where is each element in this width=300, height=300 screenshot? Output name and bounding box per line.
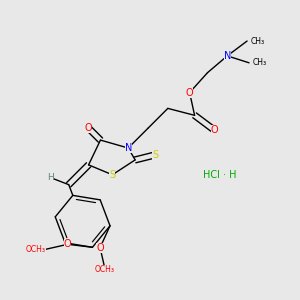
Text: N: N xyxy=(224,51,231,61)
Text: CH₃: CH₃ xyxy=(251,37,265,46)
Text: N: N xyxy=(124,143,132,153)
Text: S: S xyxy=(152,150,158,160)
Text: O: O xyxy=(85,123,92,133)
Text: OCH₃: OCH₃ xyxy=(26,245,46,254)
Text: O: O xyxy=(211,125,218,135)
Text: O: O xyxy=(64,239,71,249)
Text: OCH₃: OCH₃ xyxy=(95,265,115,274)
Text: CH₃: CH₃ xyxy=(253,58,267,67)
Text: O: O xyxy=(186,88,194,98)
Text: HCl · H: HCl · H xyxy=(202,170,236,180)
Text: S: S xyxy=(109,170,116,180)
Text: H: H xyxy=(48,173,54,182)
Text: O: O xyxy=(96,243,104,253)
